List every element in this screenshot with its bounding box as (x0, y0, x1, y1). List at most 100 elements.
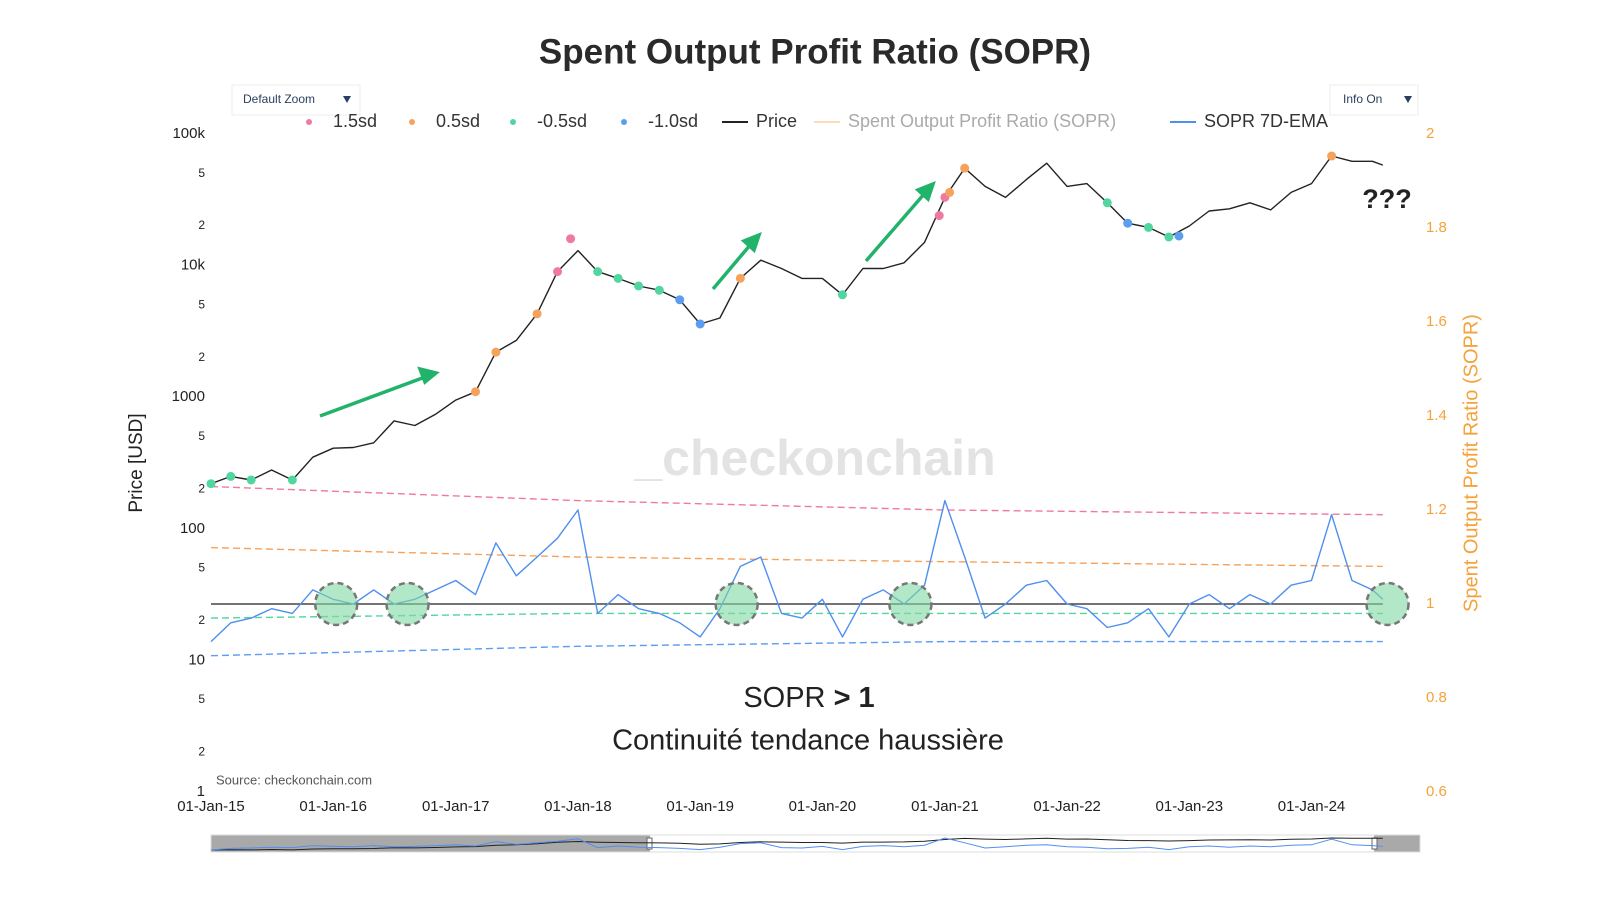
arrow (319, 375, 426, 418)
slider-mini-line (210, 837, 1383, 851)
sd-marker (1102, 198, 1112, 208)
legend-label[interactable]: Price (756, 111, 797, 131)
sd-marker (1143, 222, 1153, 232)
y2-tick-label: 0.6 (1426, 783, 1447, 800)
y-tick-label: 10k (181, 257, 206, 274)
y2-tick-label: 1.6 (1426, 313, 1447, 330)
button-box[interactable] (1329, 84, 1419, 116)
y2-tick-label: 0.8 (1426, 689, 1447, 706)
highlight-circle (714, 581, 759, 627)
dropdown-arrow[interactable] (343, 96, 351, 103)
sd-band-line (210, 640, 1383, 657)
sd-marker (593, 267, 603, 277)
highlight-circle (313, 581, 359, 627)
chart-title: Spent Output Profit Ratio (SOPR) (539, 32, 1091, 71)
arrow-head (740, 231, 762, 254)
legend-label[interactable]: -0.5sd (537, 111, 587, 131)
highlight-circle (1365, 581, 1410, 627)
sd-marker (226, 471, 236, 481)
sd-marker (695, 319, 705, 329)
sd-marker (634, 281, 644, 291)
legend-item[interactable]: -1.0sd (621, 111, 698, 131)
x-tick-label: 01-Jan-17 (422, 798, 490, 815)
sd-marker (613, 273, 623, 283)
sd-marker (471, 387, 481, 397)
legend-item[interactable]: Spent Output Profit Ratio (SOPR) (814, 111, 1116, 131)
y-tick-label: 2 (198, 218, 205, 232)
sd-marker (246, 475, 256, 485)
zoom-button[interactable]: Default Zoom (231, 84, 361, 116)
annotation: Continuité tendance haussière (612, 725, 1004, 757)
button-label[interactable]: Info On (1343, 92, 1382, 106)
sd-marker (287, 475, 297, 485)
sd-band-line (210, 612, 1383, 619)
legend-label[interactable]: SOPR 7D-EMA (1204, 111, 1328, 131)
x-tick-label: 01-Jan-22 (1033, 798, 1101, 815)
y2-axis-title: Spent Output Profit Ratio (SOPR) (1460, 314, 1482, 612)
sd-marker (675, 295, 685, 305)
y-tick-label: 100 (180, 520, 205, 537)
y2-tick-label: 1.2 (1426, 501, 1447, 518)
sd-marker (960, 163, 970, 173)
slider-mask[interactable] (211, 835, 650, 852)
y-tick-label: 5 (198, 561, 205, 575)
legend-item[interactable]: SOPR 7D-EMA (1170, 111, 1328, 131)
sd-marker (1174, 231, 1184, 241)
legend-label[interactable]: -1.0sd (648, 111, 698, 131)
legend-swatch (409, 119, 415, 125)
sd-marker (532, 309, 542, 319)
x-tick-label: 01-Jan-20 (789, 798, 857, 815)
arrow-head (417, 366, 440, 385)
y2-tick-label: 1 (1426, 595, 1434, 612)
arrow (864, 191, 927, 263)
slider-handle[interactable] (646, 837, 653, 850)
legend-label[interactable]: 1.5sd (333, 111, 377, 131)
watermark: _checkonchain (633, 430, 995, 486)
button-box[interactable] (231, 84, 361, 116)
legend-swatch (510, 119, 516, 125)
legend-swatch (306, 119, 312, 125)
range-slider[interactable] (210, 834, 1421, 853)
slider-mask[interactable] (1374, 835, 1420, 852)
sd-marker (206, 479, 216, 489)
sd-band-line (210, 485, 1383, 516)
y-tick-label: 2 (198, 481, 205, 495)
x-tick-label: 01-Jan-18 (544, 798, 612, 815)
sd-marker (654, 285, 664, 295)
legend-item[interactable]: Price (722, 111, 797, 131)
y-tick-label: 10 (188, 651, 205, 668)
y2-tick-label: 2 (1426, 125, 1434, 142)
x-tick-label: 01-Jan-23 (1156, 798, 1224, 815)
annotation: ??? (1362, 184, 1411, 214)
sd-marker (1327, 151, 1337, 161)
legend-item[interactable]: -0.5sd (510, 111, 587, 131)
button-label[interactable]: Default Zoom (243, 92, 315, 106)
legend-item[interactable]: 1.5sd (306, 111, 377, 131)
dropdown-arrow[interactable] (1404, 96, 1412, 103)
sd-marker (566, 234, 576, 244)
y-tick-label: 100k (172, 125, 205, 142)
info-button[interactable]: Info On (1329, 84, 1419, 116)
sd-band-line (210, 546, 1383, 568)
y-tick-label: 5 (198, 166, 205, 180)
sd-marker (735, 273, 745, 283)
y-tick-label: 5 (198, 429, 205, 443)
slider-handle[interactable] (1371, 837, 1378, 850)
legend-item[interactable]: 0.5sd (409, 111, 480, 131)
y-axis-title: Price [USD] (126, 413, 147, 512)
x-tick-label: 01-Jan-15 (177, 798, 245, 815)
y2-tick-label: 1.4 (1426, 407, 1447, 424)
y-tick-label: 2 (198, 350, 205, 364)
y-tick-label: 2 (198, 613, 205, 627)
arrow (711, 242, 753, 291)
annotation: SOPR > 1 (743, 682, 874, 714)
highlight-circle (385, 581, 430, 627)
legend-label[interactable]: Spent Output Profit Ratio (SOPR) (848, 111, 1116, 131)
highlight-circle (888, 581, 933, 627)
legend-swatch (621, 119, 627, 125)
source: Source: checkonchain.com (216, 772, 372, 787)
legend-label[interactable]: 0.5sd (436, 111, 480, 131)
y-tick-label: 5 (198, 692, 205, 706)
y-tick-label: 1000 (172, 388, 205, 405)
y-tick-label: 2 (198, 745, 205, 759)
